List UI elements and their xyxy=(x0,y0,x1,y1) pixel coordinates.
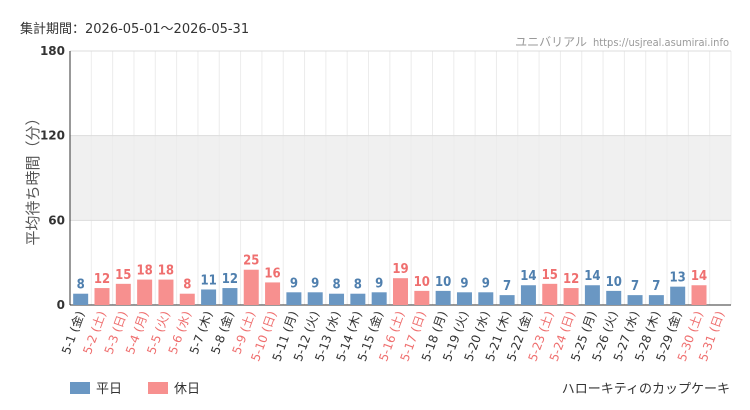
bar-value-label: 18 xyxy=(158,264,174,279)
bar xyxy=(73,293,89,305)
y-axis-label: 平均待ち時間（分） xyxy=(24,110,42,245)
legend-label-holiday: 休日 xyxy=(174,382,201,397)
period-label: 集計期間：2026-05-01〜2026-05-31 xyxy=(20,22,250,37)
site-credit: ユニバリアル https://usjreal.asumirai.info xyxy=(515,33,729,50)
bar-value-label: 10 xyxy=(435,275,451,290)
bar xyxy=(456,292,472,305)
bar-value-label: 9 xyxy=(460,276,468,291)
bar-value-label: 12 xyxy=(222,272,238,287)
bar-value-label: 8 xyxy=(354,278,362,293)
bar-value-label: 14 xyxy=(584,269,600,284)
bar xyxy=(179,293,195,305)
bar xyxy=(691,285,707,305)
bar-value-label: 12 xyxy=(94,272,110,287)
bar xyxy=(350,293,366,305)
y-tick-label: 0 xyxy=(57,298,65,312)
bar-value-label: 9 xyxy=(311,276,319,291)
bar xyxy=(435,290,451,305)
chart-legend: 平日 休日 xyxy=(70,378,226,397)
bar xyxy=(648,295,664,305)
y-tick-label: 180 xyxy=(40,44,65,58)
bar-value-label: 25 xyxy=(243,254,259,269)
shaded-band xyxy=(70,135,731,221)
bar-value-label: 16 xyxy=(264,266,280,281)
bar-value-label: 14 xyxy=(520,269,536,284)
bar-value-label: 7 xyxy=(503,279,511,294)
bar xyxy=(115,283,131,305)
legend-swatch-weekday xyxy=(70,381,90,394)
bar xyxy=(137,279,153,305)
legend-item-weekday: 平日 xyxy=(70,378,122,397)
legend-label-weekday: 平日 xyxy=(96,382,123,397)
bar xyxy=(201,289,217,305)
site-name: ユニバリアル xyxy=(515,35,587,49)
bar-value-label: 7 xyxy=(652,279,660,294)
bar xyxy=(286,292,302,305)
bar-value-label: 11 xyxy=(200,273,216,288)
legend-item-holiday: 休日 xyxy=(148,378,200,397)
bar-value-label: 8 xyxy=(332,278,340,293)
bar-value-label: 15 xyxy=(115,268,131,283)
bar-value-label: 12 xyxy=(563,272,579,287)
bar-value-label: 13 xyxy=(670,271,686,286)
bar xyxy=(670,286,686,305)
bar xyxy=(265,282,281,305)
bar xyxy=(414,290,430,305)
attraction-name: ハローキティのカップケーキ xyxy=(561,382,730,397)
bar xyxy=(94,288,110,305)
legend-swatch-holiday xyxy=(148,381,169,394)
bar xyxy=(627,295,643,305)
bar-value-label: 9 xyxy=(290,276,298,291)
bar xyxy=(222,288,238,305)
bar xyxy=(499,295,515,305)
y-tick-label: 120 xyxy=(40,129,65,143)
bar xyxy=(563,288,579,305)
bar xyxy=(371,292,387,305)
y-tick-label: 60 xyxy=(48,213,65,227)
bar-value-label: 10 xyxy=(606,275,622,290)
bar xyxy=(307,292,323,305)
site-url[interactable]: https://usjreal.asumirai.info xyxy=(593,36,729,49)
bar xyxy=(243,269,259,305)
bar-value-label: 9 xyxy=(482,276,490,291)
bar-value-label: 9 xyxy=(375,276,383,291)
bar xyxy=(542,283,558,305)
bar xyxy=(393,278,408,305)
bar-value-label: 7 xyxy=(631,279,639,294)
bar xyxy=(520,285,536,305)
bar-value-label: 15 xyxy=(542,268,558,283)
bar-value-label: 18 xyxy=(136,264,152,279)
bar-value-label: 10 xyxy=(414,275,430,290)
bar xyxy=(478,292,494,305)
bar xyxy=(606,290,622,305)
bar-value-label: 8 xyxy=(183,278,191,293)
bar-value-label: 8 xyxy=(77,278,85,293)
bar xyxy=(329,293,345,305)
bar xyxy=(158,279,174,305)
bar-value-label: 19 xyxy=(392,262,408,277)
bar-value-label: 14 xyxy=(691,269,707,284)
bar xyxy=(584,285,600,305)
